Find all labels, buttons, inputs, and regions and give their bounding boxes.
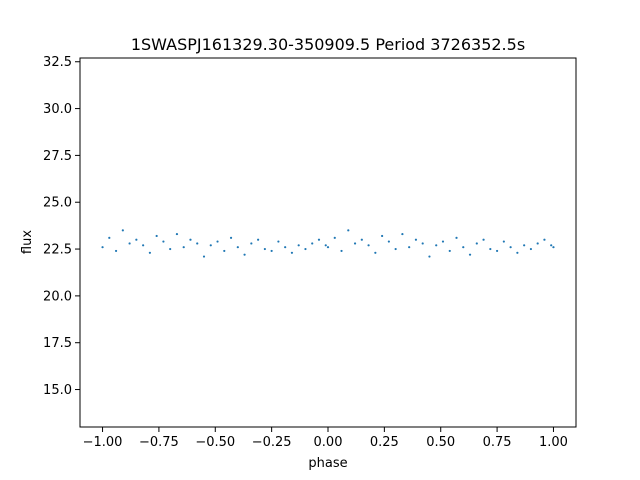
data-point	[428, 255, 431, 258]
data-point	[182, 246, 185, 249]
y-tick-label: 20.0	[43, 289, 72, 304]
data-point	[162, 240, 165, 243]
data-point	[142, 244, 145, 247]
data-point	[263, 247, 266, 251]
data-point	[317, 238, 321, 241]
data-point	[277, 240, 280, 243]
data-point	[223, 249, 226, 253]
data-point	[101, 246, 104, 249]
data-point	[175, 232, 179, 236]
data-point	[202, 255, 206, 258]
data-point	[550, 244, 553, 247]
data-point	[108, 236, 111, 239]
data-point	[381, 234, 384, 238]
data-point	[297, 244, 300, 247]
data-point	[270, 249, 273, 253]
y-tick-label: 15.0	[43, 383, 72, 398]
data-point	[448, 249, 451, 253]
x-axis: −1.00 −0.75 −0.50 −0.25 0.00 0.25 0.50 0.75 1.00	[83, 427, 568, 450]
data-point	[421, 242, 424, 245]
data-point	[502, 240, 505, 243]
data-point	[360, 238, 363, 241]
data-point	[236, 246, 239, 249]
data-point	[216, 240, 219, 243]
data-point	[311, 242, 314, 245]
data-point	[324, 244, 327, 247]
data-point	[250, 242, 253, 245]
plot-frame	[79, 57, 577, 428]
x-tick-label: 0.00	[314, 435, 343, 450]
y-tick-label: 17.5	[43, 336, 72, 351]
x-tick-label: −0.75	[139, 435, 179, 450]
data-points	[101, 229, 555, 258]
data-point	[414, 238, 418, 241]
data-point	[509, 246, 512, 249]
data-point	[529, 247, 533, 251]
data-point	[353, 242, 357, 245]
data-point	[523, 244, 526, 247]
data-point	[121, 229, 124, 232]
data-point	[229, 236, 233, 239]
y-tick-label: 22.5	[43, 243, 72, 258]
data-point	[155, 234, 158, 238]
y-axis-label: flux	[20, 230, 35, 254]
data-point	[543, 238, 546, 241]
y-tick-label: 27.5	[43, 149, 72, 164]
data-point	[374, 251, 377, 254]
x-tick-label: 0.75	[483, 435, 512, 450]
data-point	[169, 247, 172, 251]
data-point	[482, 238, 485, 241]
data-point	[489, 247, 492, 251]
data-point	[394, 247, 397, 251]
data-point	[209, 244, 212, 247]
data-point	[516, 251, 519, 254]
data-point	[408, 246, 411, 249]
data-point	[189, 238, 192, 241]
x-tick-label: −0.50	[195, 435, 235, 450]
chart-title: 1SWASPJ161329.30-350909.5 Period 3726352…	[131, 35, 525, 54]
y-axis: 15.0 17.5 20.0 22.5 25.0 27.5 30.0 32.5	[43, 55, 80, 398]
data-point	[135, 238, 138, 241]
data-point	[401, 232, 404, 236]
data-point	[290, 251, 294, 254]
data-point	[475, 242, 478, 245]
data-point	[347, 229, 350, 232]
data-point	[304, 247, 307, 251]
data-point	[462, 246, 465, 249]
data-point	[495, 249, 499, 253]
data-point	[114, 249, 118, 253]
data-point	[128, 242, 131, 245]
data-point	[257, 238, 260, 241]
data-point	[326, 246, 330, 249]
data-point	[552, 246, 555, 249]
x-axis-label: phase	[308, 456, 347, 471]
data-point	[340, 249, 343, 253]
y-tick-label: 25.0	[43, 196, 72, 211]
x-tick-label: −1.00	[83, 435, 123, 450]
data-point	[333, 236, 336, 239]
y-tick-label: 30.0	[43, 102, 72, 117]
data-point	[455, 236, 458, 239]
data-point	[387, 240, 390, 243]
y-tick-label: 32.5	[43, 55, 72, 70]
x-tick-label: 1.00	[539, 435, 568, 450]
x-tick-label: −0.25	[252, 435, 292, 450]
data-point	[435, 244, 438, 247]
x-tick-label: 0.50	[426, 435, 455, 450]
data-point	[367, 244, 370, 247]
data-point	[148, 251, 151, 254]
x-tick-label: 0.25	[370, 435, 399, 450]
data-point	[196, 242, 199, 245]
data-point	[536, 242, 539, 245]
data-point	[468, 253, 472, 256]
data-point	[284, 246, 287, 249]
data-point	[441, 240, 445, 243]
data-point	[243, 253, 246, 256]
